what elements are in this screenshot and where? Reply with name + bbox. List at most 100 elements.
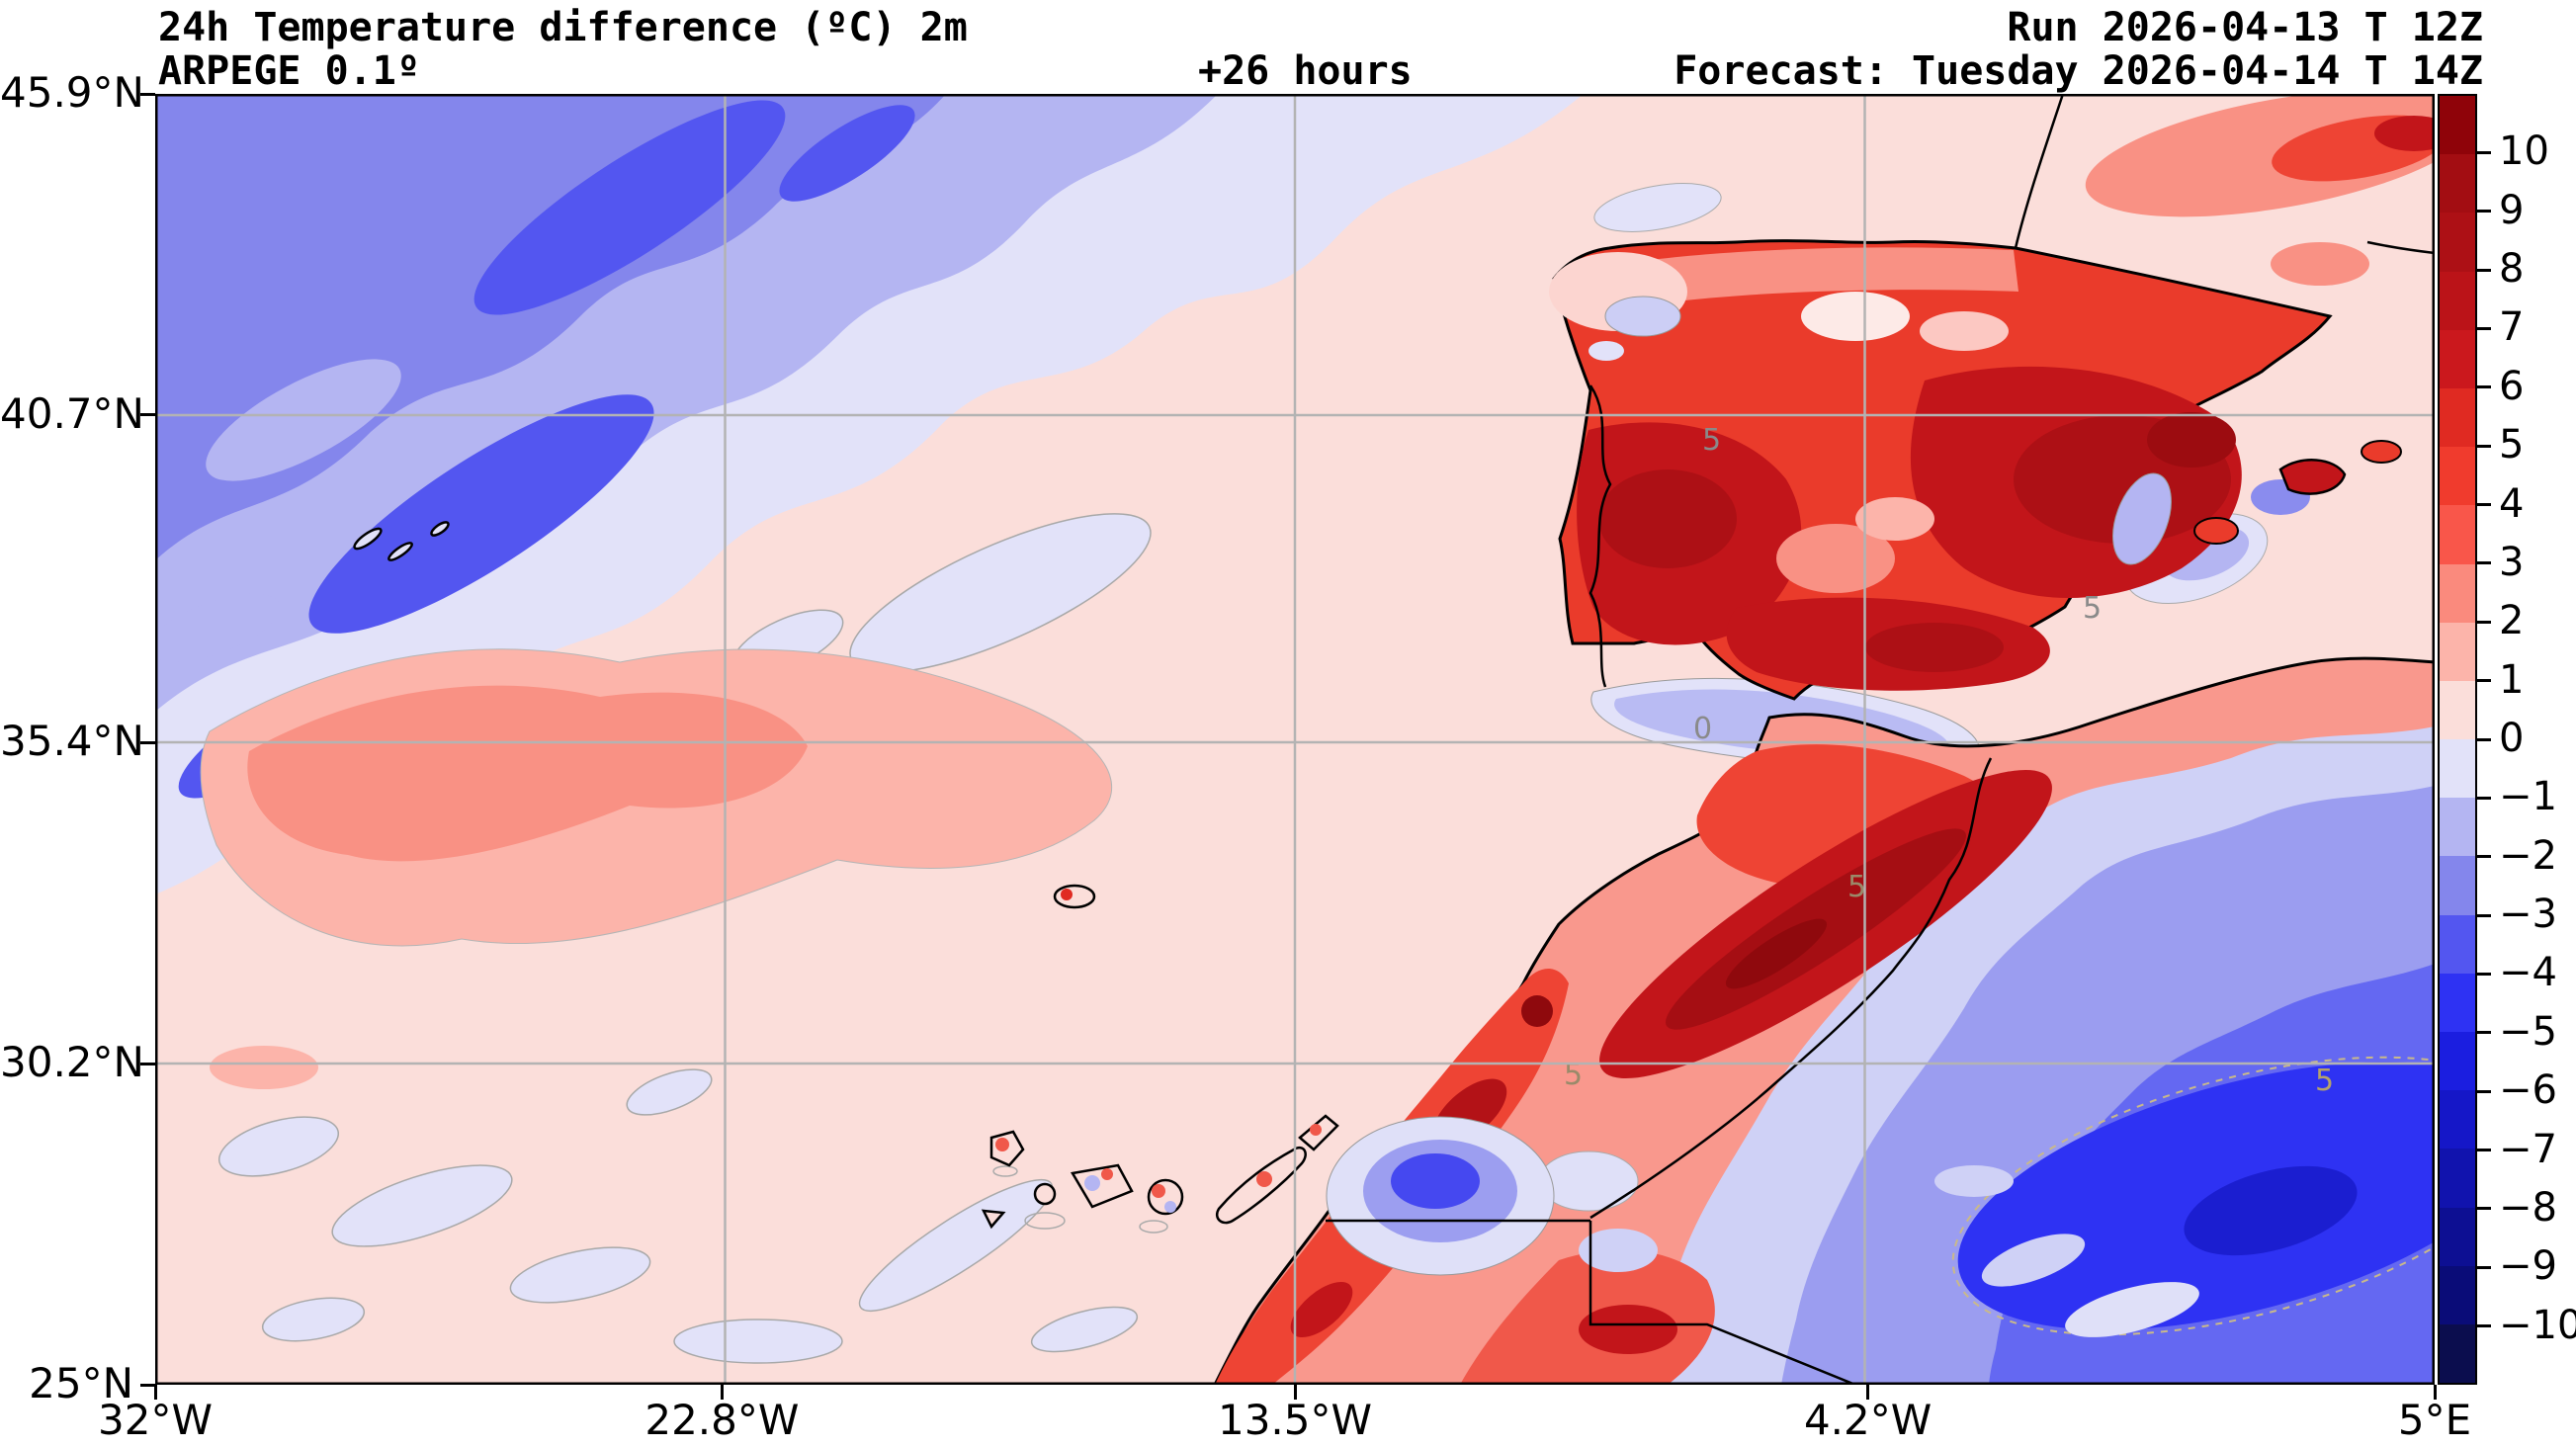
iberia-hot-spot [2147,412,2236,468]
colorbar-segment [2440,914,2475,974]
cool-streak [308,394,654,634]
colorbar-tick-mark [2477,1149,2491,1152]
portugal-spain-border [1589,384,1612,688]
lat-tick-mark [140,1062,155,1065]
iberia-hot-spot [1865,623,2004,672]
colorbar-tick-label: 4 [2499,480,2525,527]
colorbar-tick-label: −5 [2499,1008,2557,1055]
lon-tick-label: 32°W [98,1396,213,1444]
iberia-light-patch [1855,497,1934,541]
colorbar-segment [2440,1090,2475,1150]
lat-tick-mark [140,740,155,744]
france-coastline [2014,94,2435,255]
colorbar-segment [2440,329,2475,388]
colorbar-tick-mark [2477,503,2491,507]
lon-tick-mark [153,1385,157,1400]
valencia-coast-cool [2112,472,2172,565]
coast-hot-spot [1290,1281,1353,1338]
colorbar-segment [2440,154,2475,213]
lon-tick-mark [2433,1385,2437,1400]
contour-labels: 5 5 0 5 5 5 [1564,423,2334,1098]
colorbar-segments [2440,96,2475,1384]
colorbar-segment [2440,622,2475,681]
colorbar-segment [2440,213,2475,272]
colorbar-tick-label: −2 [2499,832,2557,879]
map-canvas: 5 5 0 5 5 5 [155,94,2435,1385]
colorbar-tick-label: −1 [2499,774,2557,820]
colorbar-tick-mark [2477,620,2491,624]
colorbar-tick-label: −10 [2499,1302,2576,1348]
cool-streak [779,105,915,202]
algeria-coldest-spot [2184,1165,2358,1256]
model-label: ARPEGE 0.1º [158,48,420,94]
coast-hottest-knot [1521,995,1553,1027]
colorbar-tick-mark [2477,737,2491,741]
ebro-light-patch [1920,311,2009,351]
colorbar-tick-mark [2477,210,2491,213]
cool-hole [206,359,401,481]
colorbar-tick-label: 7 [2499,304,2525,351]
colorbar-segment [2440,387,2475,448]
lat-tick-label: 45.9°N [0,68,144,117]
colorbar-tick-mark [2477,796,2491,800]
colorbar-tick-label: −6 [2499,1067,2557,1114]
colorbar-tick-mark [2477,561,2491,565]
colorbar-segment [2440,739,2475,799]
lat-tick-label: 35.4°N [0,717,144,766]
contour-label: 0 [1693,712,1712,746]
colorbar-segment [2440,505,2475,564]
colorbar-tick-label: 3 [2499,539,2525,585]
colorbar-segment [2440,798,2475,857]
colorbar-tick-label: 0 [2499,716,2525,761]
lat-tick-label: 25°N [29,1359,133,1407]
madeira-island [1053,884,1096,909]
colorbar-tick-label: 1 [2499,656,2525,703]
mauritania-hot-spot [1579,1305,1677,1354]
atlas-hottest-spot [1725,918,1828,989]
contour-label: 5 [1564,1058,1583,1092]
colorbar-segment [2440,1149,2475,1208]
colorbar-segment [2440,680,2475,740]
colorbar-tick-label: −8 [2499,1184,2557,1231]
colorbar-tick-label: 6 [2499,363,2525,409]
lon-tick-label: 4.2°W [1803,1396,1932,1444]
colorbar-tick-mark [2477,1324,2491,1328]
lon-tick-label: 22.8°W [644,1396,800,1444]
colorbar-tick-label: 10 [2499,128,2549,175]
colorbar-tick-mark [2477,972,2491,976]
colorbar-tick-mark [2477,855,2491,859]
cool-streak [473,100,786,315]
lat-tick-label: 40.7°N [0,388,144,438]
lat-tick-mark [140,413,155,417]
lon-tick-label: 13.5°W [1217,1396,1373,1444]
colorbar-segment [2440,563,2475,623]
colorbar-tick-mark [2477,326,2491,330]
lon-tick-mark [720,1385,724,1400]
biscay-cool-patch [1593,183,1722,232]
france-warm-spot [2271,242,2369,286]
warm-patch [210,1046,318,1089]
colorbar-tick-label: 2 [2499,598,2525,644]
colorbar-segment [2440,1207,2475,1266]
galicia-cool-spot [1589,341,1624,361]
graticule [155,94,2435,1385]
colorbar-tick-mark [2477,385,2491,389]
page-title: 24h Temperature difference (ºC) 2m [158,5,968,50]
ocean-cool-patches [217,513,1152,1364]
colorbar-tick-mark [2477,1265,2491,1269]
forecast-label: Forecast: Tuesday 2026-04-14 T 14Z [1674,48,2483,94]
colorbar-tick-label: 8 [2499,246,2525,293]
contour-label: 5 [2315,1064,2334,1098]
cool-hole [155,593,281,662]
colorbar-tick-label: −7 [2499,1126,2557,1172]
map-area: 5 5 0 5 5 5 [155,94,2435,1385]
contour-label: 5 [1702,423,1721,458]
lat-tick-mark [140,1383,155,1387]
western-sahara-cold-spot [1326,1116,1555,1276]
colorbar-tick-mark [2477,913,2491,917]
lon-tick-label: 5°E [2397,1396,2472,1444]
colorbar-tick-label: 5 [2499,422,2525,468]
canary-islands [981,1114,1339,1234]
balearic-islands [2193,440,2402,545]
